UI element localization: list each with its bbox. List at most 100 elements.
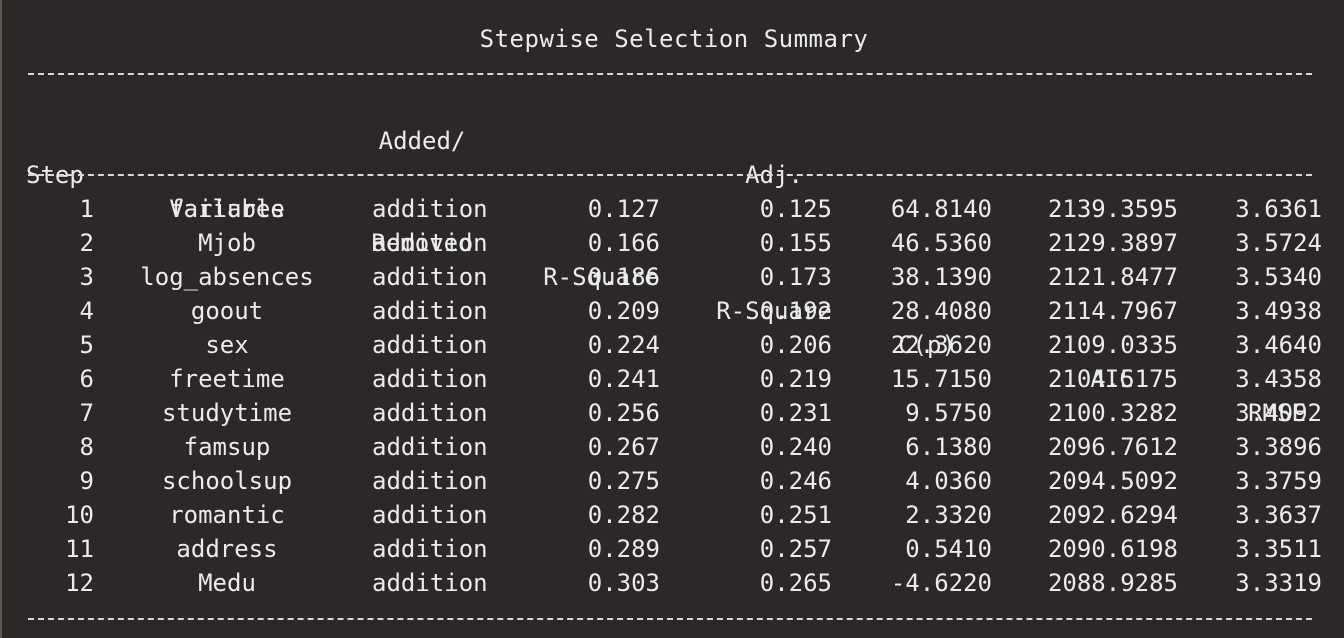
action-cell: addition xyxy=(372,195,488,223)
r-square-cell: 0.275 xyxy=(587,467,660,495)
table-title: Stepwise Selection Summary xyxy=(479,25,869,53)
step-cell: 1 xyxy=(79,195,94,223)
rmse-cell: 3.3896 xyxy=(1235,433,1322,461)
header-r-square: R-Square xyxy=(543,263,659,291)
cp-cell: 2.3320 xyxy=(905,501,992,529)
adj-r-square-cell: 0.219 xyxy=(759,365,832,393)
header-adj-bottom: R-Square xyxy=(716,297,832,325)
rmse-cell: 3.4640 xyxy=(1235,331,1322,359)
adj-r-square-cell: 0.265 xyxy=(759,569,832,597)
aic-cell: 2104.5175 xyxy=(1047,365,1178,393)
variable-cell: log_absences xyxy=(140,263,314,291)
adj-r-square-cell: 0.155 xyxy=(759,229,832,257)
action-cell: addition xyxy=(372,365,488,393)
rmse-cell: 3.5340 xyxy=(1235,263,1322,291)
header-added-bottom: Removed xyxy=(371,229,473,257)
rmse-cell: 3.6361 xyxy=(1235,195,1322,223)
header-rmse: RMSE xyxy=(1248,399,1306,427)
step-cell: 11 xyxy=(65,535,94,563)
adj-r-square-cell: 0.257 xyxy=(759,535,832,563)
variable-cell: address xyxy=(176,535,278,563)
cp-cell: 64.8140 xyxy=(890,195,992,223)
header-variable: Variable xyxy=(169,195,285,223)
variable-cell: schoolsup xyxy=(161,467,293,495)
action-cell: addition xyxy=(372,399,488,427)
action-cell: addition xyxy=(372,501,488,529)
header-rule xyxy=(28,174,1312,176)
header-row-bottom: Step Variable Removed R-Square R-Square … xyxy=(2,124,1344,427)
header-cp: C(p) xyxy=(898,331,956,359)
rmse-cell: 3.4358 xyxy=(1235,365,1322,393)
adj-r-square-cell: 0.206 xyxy=(759,331,832,359)
variable-cell: studytime xyxy=(161,399,293,427)
aic-cell: 2088.9285 xyxy=(1047,569,1178,597)
adj-r-square-cell: 0.173 xyxy=(759,263,832,291)
action-cell: addition xyxy=(372,263,488,291)
variable-cell: sex xyxy=(205,331,249,359)
aic-cell: 2121.8477 xyxy=(1047,263,1178,291)
adj-r-square-cell: 0.125 xyxy=(759,195,832,223)
rmse-cell: 3.3511 xyxy=(1235,535,1322,563)
action-cell: addition xyxy=(372,229,488,257)
table-row: 5 sex addition 0.224 0.206 22.3620 2109.0335 3.… xyxy=(2,328,1344,362)
step-cell: 6 xyxy=(79,365,94,393)
header-aic: AIC xyxy=(1090,365,1134,393)
table-row: 3 log_absences addition 0.186 0.173 38.1390 21… xyxy=(2,260,1344,294)
step-cell: 4 xyxy=(79,297,94,325)
adj-r-square-cell: 0.240 xyxy=(759,433,832,461)
cp-cell: 38.1390 xyxy=(890,263,992,291)
rmse-cell: 3.5724 xyxy=(1235,229,1322,257)
step-cell: 2 xyxy=(79,229,94,257)
table-row: 12 Medu addition 0.303 0.265 -4.6220 2088.9285… xyxy=(2,566,1344,600)
action-cell: addition xyxy=(372,535,488,563)
r-square-cell: 0.256 xyxy=(587,399,660,427)
variable-cell: famsup xyxy=(183,433,271,461)
table-row: 1 failures addition 0.127 0.125 64.8140 2139.3… xyxy=(2,192,1344,226)
step-cell: 10 xyxy=(65,501,94,529)
aic-cell: 2092.6294 xyxy=(1047,501,1178,529)
cp-cell: 0.5410 xyxy=(905,535,992,563)
table-row: 9 schoolsup addition 0.275 0.246 4.0360 2094.5… xyxy=(2,464,1344,498)
header-added-top: Added/ xyxy=(378,127,466,155)
cp-cell: 15.7150 xyxy=(890,365,992,393)
variable-cell: freetime xyxy=(169,365,285,393)
r-square-cell: 0.166 xyxy=(587,229,660,257)
rmse-cell: 3.3637 xyxy=(1235,501,1322,529)
step-cell: 12 xyxy=(65,569,94,597)
cp-cell: 9.5750 xyxy=(905,399,992,427)
table-row: 7 studytime addition 0.256 0.231 9.5750 2100.3… xyxy=(2,396,1344,430)
variable-cell: goout xyxy=(190,297,264,325)
aic-cell: 2129.3897 xyxy=(1047,229,1178,257)
cp-cell: 22.3620 xyxy=(890,331,992,359)
step-cell: 8 xyxy=(79,433,94,461)
variable-cell: romantic xyxy=(169,501,285,529)
aic-cell: 2094.5092 xyxy=(1047,467,1178,495)
step-cell: 5 xyxy=(79,331,94,359)
action-cell: addition xyxy=(372,433,488,461)
r-square-cell: 0.282 xyxy=(587,501,660,529)
r-square-cell: 0.267 xyxy=(587,433,660,461)
cp-cell: 6.1380 xyxy=(905,433,992,461)
table-row: 4 goout addition 0.209 0.192 28.4080 2114.7967… xyxy=(2,294,1344,328)
aic-cell: 2090.6198 xyxy=(1047,535,1178,563)
aic-cell: 2100.3282 xyxy=(1047,399,1178,427)
cp-cell: 4.0360 xyxy=(905,467,992,495)
r-square-cell: 0.289 xyxy=(587,535,660,563)
r-square-cell: 0.303 xyxy=(587,569,660,597)
cp-cell: 28.4080 xyxy=(890,297,992,325)
r-square-cell: 0.224 xyxy=(587,331,660,359)
aic-cell: 2096.7612 xyxy=(1047,433,1178,461)
r-square-cell: 0.241 xyxy=(587,365,660,393)
variable-cell: Medu xyxy=(198,569,256,597)
rmse-cell: 3.4092 xyxy=(1235,399,1322,427)
cp-cell: -4.6220 xyxy=(890,569,992,597)
adj-r-square-cell: 0.246 xyxy=(759,467,832,495)
variable-cell: Mjob xyxy=(198,229,256,257)
r-square-cell: 0.209 xyxy=(587,297,660,325)
r-square-cell: 0.127 xyxy=(587,195,660,223)
variable-cell: failures xyxy=(169,195,285,223)
step-cell: 9 xyxy=(79,467,94,495)
table-row: 10 romantic addition 0.282 0.251 2.3320 2092.6… xyxy=(2,498,1344,532)
aic-cell: 2139.3595 xyxy=(1047,195,1178,223)
action-cell: addition xyxy=(372,331,488,359)
